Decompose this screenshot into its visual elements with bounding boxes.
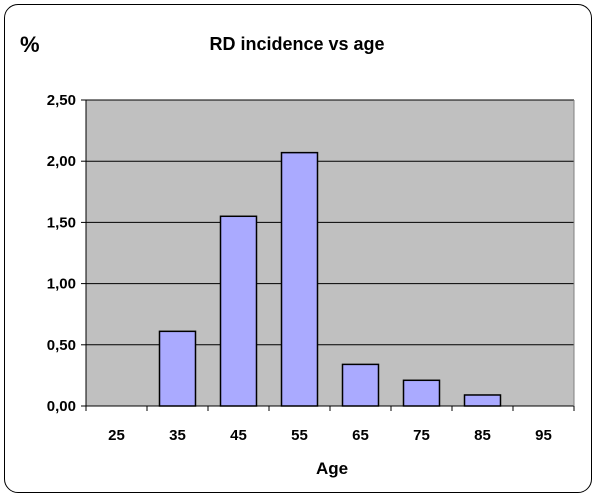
y-tick-label: 1,50 [47,214,76,231]
x-tick-label: 25 [108,427,125,444]
bar-75 [402,379,441,407]
gridlines [86,99,574,346]
y-tick-label: 2,50 [47,92,76,109]
y-axis-unit-label: % [20,32,40,57]
bar-35 [158,330,197,407]
y-tick-label: 0,00 [47,398,76,415]
bars [158,151,502,407]
x-tick-label: 45 [230,427,247,444]
x-tick-label: 55 [291,427,308,444]
x-tick-label: 85 [474,427,491,444]
x-tick-label: 65 [352,427,369,444]
bar-55 [280,151,319,407]
y-tick-label: 0,50 [47,337,76,354]
y-tick-label: 1,00 [47,276,76,293]
bar-45 [219,215,258,407]
y-tick-labels: 0,00 0,50 1,00 1,50 2,00 2,50 [47,92,76,415]
x-axis-label: Age [316,459,348,478]
x-tick-label: 75 [413,427,430,444]
x-tick-labels: 25 35 45 55 65 75 85 95 [108,427,552,444]
bar-65 [341,363,380,407]
y-tick-label: 2,00 [47,153,76,170]
chart-title: RD incidence vs age [209,34,384,54]
x-tick-label: 35 [169,427,186,444]
axes [81,99,575,411]
bar-85 [463,394,502,407]
x-tick-label: 95 [535,427,552,444]
